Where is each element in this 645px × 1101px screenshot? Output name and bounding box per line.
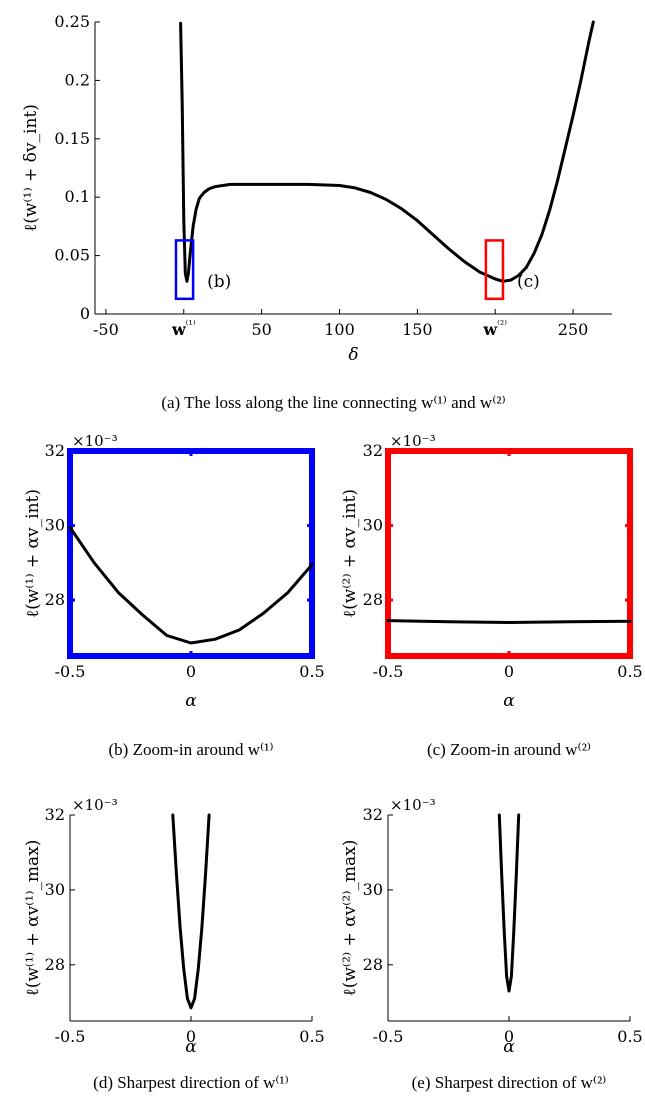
- y-tick-label: 30: [363, 516, 383, 535]
- y-multiplier-label: ×10⁻³: [72, 432, 118, 450]
- y-tick-label: 0.15: [54, 129, 90, 148]
- y-multiplier-label: ×10⁻³: [390, 432, 436, 450]
- panel-caption: (d) Sharpest direction of w⁽¹⁾: [93, 1073, 289, 1092]
- x-axis-label: α: [185, 691, 197, 711]
- x-tick-label: -0.5: [373, 662, 404, 681]
- x-tick-label: 0: [504, 1027, 514, 1046]
- y-axis-label: ℓ(w⁽¹⁾ + δv_int): [21, 104, 41, 232]
- x-tick-label: 0: [504, 662, 514, 681]
- x-tick-label: 150: [402, 320, 433, 339]
- chart-panel-c: -0.5 0 0.5 28 30 32 ×10⁻³ α ℓ(w⁽²⁾ + αv_int) (c) …: [340, 432, 643, 759]
- x-axis-label: δ: [348, 345, 358, 365]
- x-tick-label: -0.5: [373, 1027, 404, 1046]
- y-multiplier-label: ×10⁻³: [390, 796, 436, 814]
- x-tick-label: 0.5: [299, 662, 324, 681]
- x-tick-label: -0.5: [55, 1027, 86, 1046]
- panel-caption: (b) Zoom-in around w⁽¹⁾: [109, 740, 274, 759]
- y-multiplier-label: ×10⁻³: [72, 796, 118, 814]
- x-tick-label: 0.5: [617, 662, 642, 681]
- y-axis-label: ℓ(w⁽²⁾ + αv_int): [340, 489, 360, 618]
- x-tick-label: w⁽²⁾: [482, 318, 507, 339]
- plot-frame: [385, 448, 633, 659]
- series-line: [68, 525, 314, 645]
- zoom-box-label: (c): [517, 272, 540, 292]
- series-line: [171, 813, 211, 1010]
- series-line: [386, 619, 632, 624]
- y-tick-label: 30: [363, 880, 383, 899]
- y-tick-label: 30: [45, 880, 65, 899]
- x-tick-label: -50: [93, 320, 119, 339]
- series-line: [497, 813, 521, 993]
- y-tick-label: 32: [363, 805, 383, 824]
- zoom-box: [484, 239, 505, 301]
- x-tick-label: 0.5: [617, 1027, 642, 1046]
- x-tick-label: 0: [186, 1027, 196, 1046]
- panel-caption: (e) Sharpest direction of w⁽²⁾: [412, 1073, 607, 1092]
- y-tick-label: 0: [80, 304, 90, 323]
- y-tick-label: 28: [363, 955, 383, 974]
- x-axis-label: α: [503, 691, 515, 711]
- zoom-box-label: (b): [207, 272, 231, 292]
- y-tick-label: 28: [45, 955, 65, 974]
- y-tick-label: 32: [45, 805, 65, 824]
- chart-panel-b: -0.5 0 0.5 28 30 32 ×10⁻³ α ℓ(w⁽¹⁾ + αv_int) (b) …: [23, 432, 325, 759]
- chart-panel-a: -50 w⁽¹⁾ 50 100 150 w⁽²⁾ 250 0 0.05 0.1 0.15 0.2 0.2…: [21, 12, 612, 412]
- y-tick-label: 0.2: [65, 70, 90, 89]
- y-axis-label: ℓ(w⁽¹⁾ + αv_int): [23, 489, 43, 618]
- y-tick-label: 32: [45, 441, 65, 460]
- x-tick-label: 50: [251, 320, 271, 339]
- y-tick-label: 0.25: [54, 12, 90, 31]
- panel-caption: (c) Zoom-in around w⁽²⁾: [427, 740, 591, 759]
- y-axis-label: ℓ(w⁽¹⁾ + αv⁽¹⁾_max): [23, 840, 43, 997]
- y-tick-label: 32: [363, 441, 383, 460]
- y-tick-label: 28: [363, 590, 383, 609]
- y-tick-label: 30: [45, 516, 65, 535]
- y-tick-label: 0.05: [54, 246, 90, 265]
- x-tick-label: 0: [186, 662, 196, 681]
- x-tick-label: -0.5: [55, 662, 86, 681]
- x-tick-label: w⁽¹⁾: [171, 318, 196, 339]
- y-tick-label: 0.1: [65, 187, 90, 206]
- plot-frame: [67, 448, 315, 659]
- zoom-box: [174, 239, 195, 301]
- x-axis-label: α: [185, 1037, 197, 1057]
- chart-panel-e: -0.5 0 0.5 28 30 32 ×10⁻³ α ℓ(w⁽²⁾ + αv⁽²⁾_max) (…: [340, 796, 643, 1092]
- y-tick-label: 28: [45, 590, 65, 609]
- y-axis-label: ℓ(w⁽²⁾ + αv⁽²⁾_max): [340, 840, 360, 997]
- x-axis-label: α: [503, 1037, 515, 1057]
- x-tick-label: 100: [324, 320, 355, 339]
- series-line: [179, 20, 595, 283]
- x-tick-label: 0.5: [299, 1027, 324, 1046]
- panel-caption: (a) The loss along the line connecting w…: [161, 393, 505, 412]
- x-tick-label: 250: [558, 320, 589, 339]
- chart-panel-d: -0.5 0 0.5 28 30 32 ×10⁻³ α ℓ(w⁽¹⁾ + αv⁽¹⁾_max) (…: [23, 796, 325, 1092]
